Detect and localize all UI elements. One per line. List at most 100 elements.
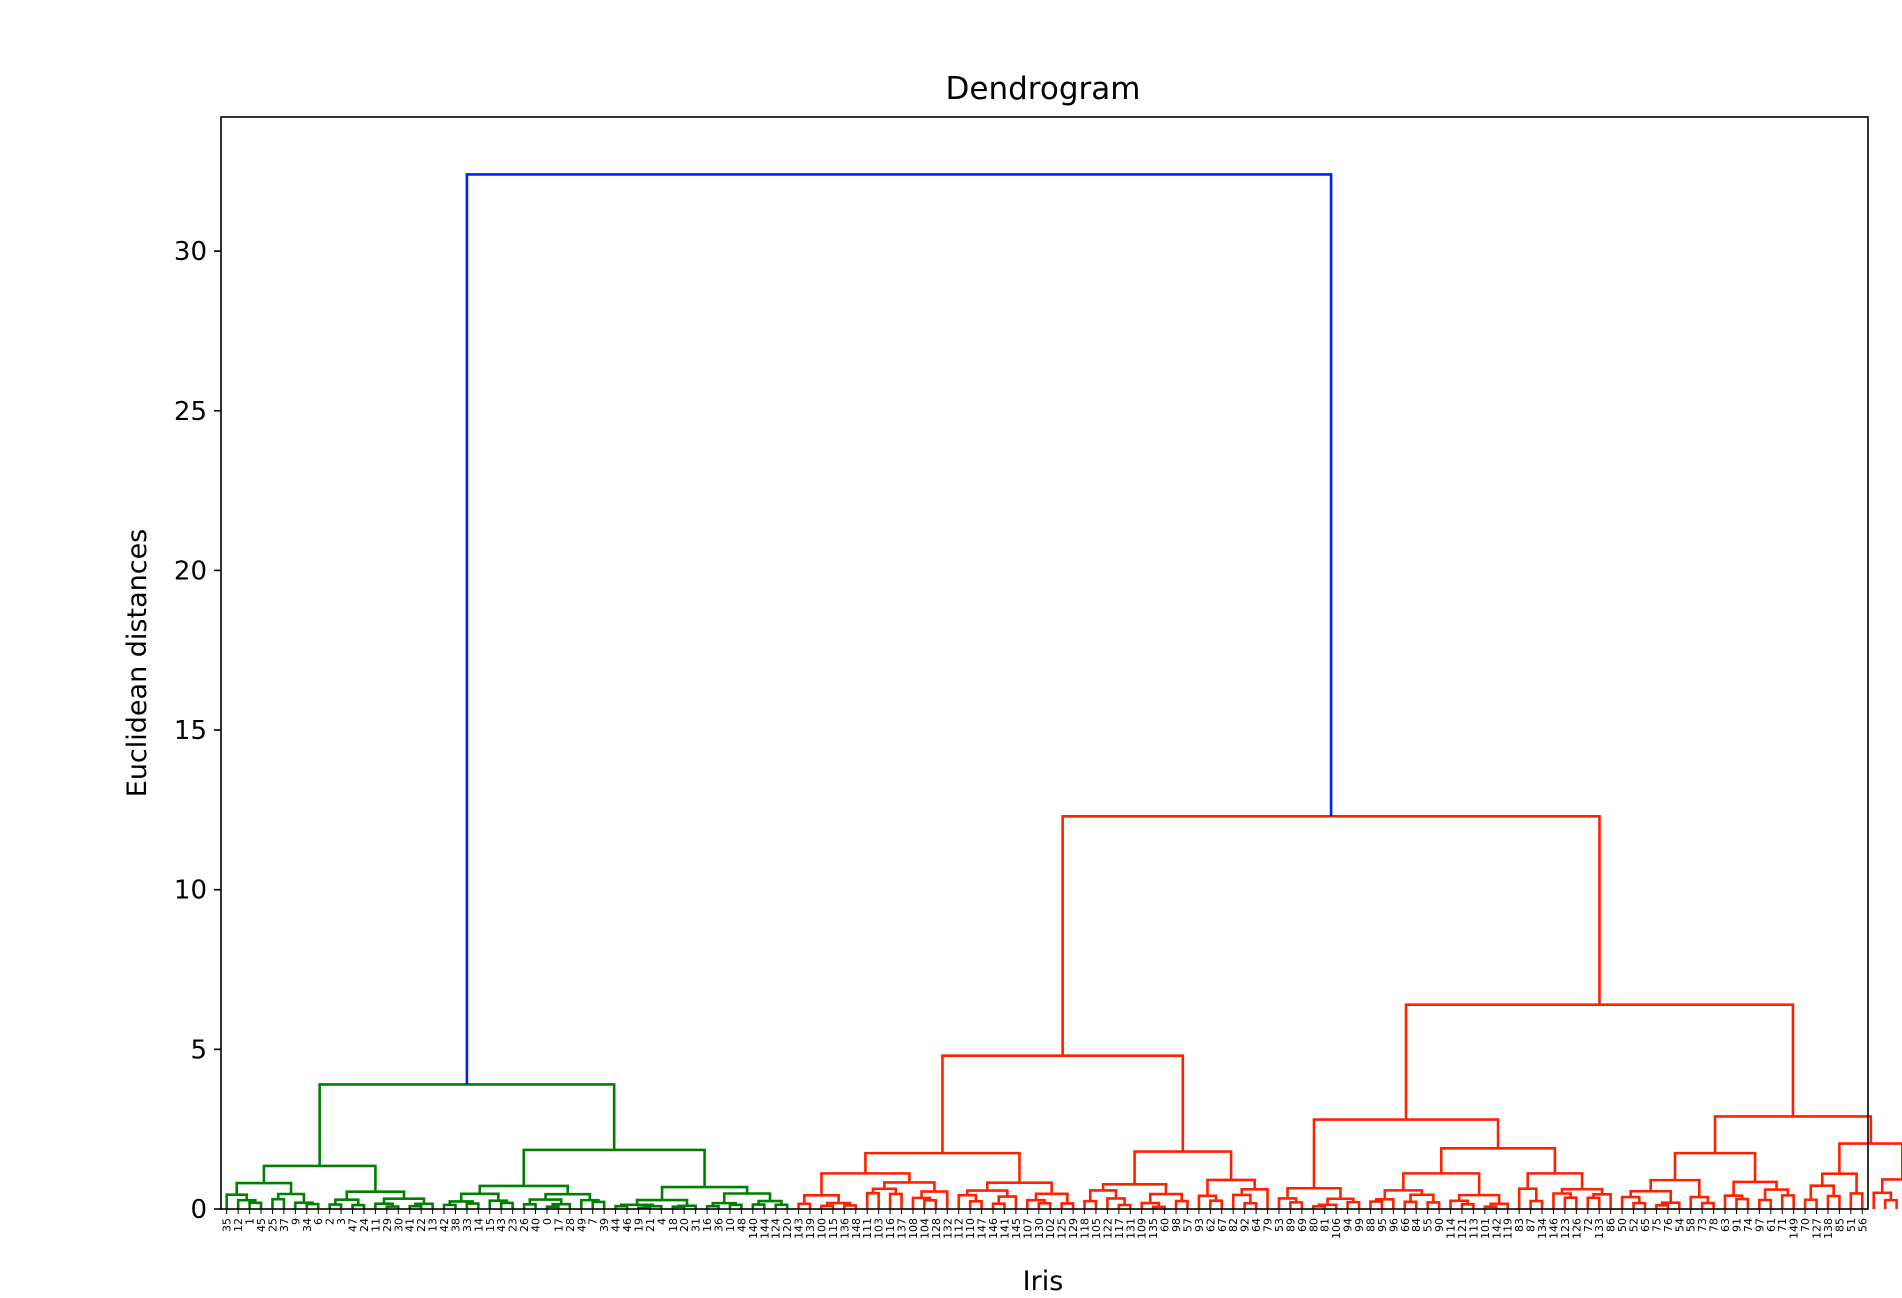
leaf-label: 73: [1696, 1218, 1709, 1232]
leaf-label: 148: [850, 1218, 863, 1239]
leaf-label: 100: [815, 1218, 828, 1239]
leaf-label: 14: [472, 1218, 485, 1232]
leaf-label: 56: [1856, 1218, 1869, 1232]
leaf-label: 81: [1319, 1218, 1332, 1232]
leaf-label: 60: [1159, 1218, 1172, 1232]
leaf-label: 71: [1776, 1218, 1789, 1232]
leaf-label: 112: [953, 1218, 966, 1239]
dendrogram-link: [883, 1181, 936, 1192]
dendrogram-link: [459, 1192, 500, 1202]
leaf-label: 46: [621, 1218, 634, 1232]
leaf-label: 52: [1628, 1218, 1641, 1232]
dendrogram-link: [1723, 1194, 1744, 1209]
leaf-label: 48: [735, 1218, 748, 1232]
dendrogram-link: [986, 1181, 1053, 1194]
leaf-label: 110: [964, 1218, 977, 1239]
leaf-label: 140: [747, 1218, 760, 1239]
dendrogram-link: [1346, 1200, 1361, 1209]
dendrogram-link: [544, 1192, 592, 1201]
leaf-label: 92: [1239, 1218, 1252, 1232]
dendrogram-link: [1780, 1194, 1795, 1209]
dendrogram-link: [1881, 1178, 1902, 1193]
dendrogram-link: [1243, 1201, 1258, 1209]
dendrogram-link: [1803, 1198, 1818, 1209]
leaf-label: 18: [667, 1218, 680, 1232]
leaf-label: 12: [232, 1218, 245, 1232]
leaf-label: 44: [610, 1218, 623, 1232]
leaf-label: 124: [770, 1218, 783, 1239]
dendrogram-link: [551, 1202, 572, 1209]
dendrogram-link: [1632, 1201, 1647, 1209]
dendrogram-link: [1660, 1201, 1681, 1209]
leaf-label: 6: [312, 1218, 325, 1225]
leaf-label: 136: [838, 1218, 851, 1239]
dendrogram-link: [1673, 1151, 1757, 1182]
leaf-label: 89: [1284, 1218, 1297, 1232]
dendrogram-link: [1312, 1118, 1500, 1189]
leaf-label: 104: [918, 1218, 931, 1239]
leaf-label: 85: [1833, 1218, 1846, 1232]
leaf-label: 132: [941, 1218, 954, 1239]
dendrogram-link: [1286, 1186, 1342, 1199]
leaf-label: 146: [1547, 1218, 1560, 1239]
dendrogram-link: [1037, 1202, 1052, 1209]
y-tick-label: 0: [190, 1195, 207, 1225]
leaf-label: 28: [564, 1218, 577, 1232]
leaf-label: 133: [1593, 1218, 1606, 1239]
leaf-label: 38: [449, 1218, 462, 1232]
leaf-label: 139: [804, 1218, 817, 1239]
leaf-label: 20: [678, 1218, 691, 1232]
dendrogram-link: [236, 1198, 257, 1209]
dendrogram-link: [1809, 1184, 1835, 1200]
dendrogram-link: [465, 1202, 480, 1209]
leaf-label: 64: [1250, 1218, 1263, 1232]
leaf-label: 65: [1639, 1218, 1652, 1232]
leaf-label: 128: [930, 1218, 943, 1239]
dendrogram-link: [1133, 1150, 1233, 1185]
leaf-label: 111: [861, 1218, 874, 1239]
leaf-label: 91: [1730, 1218, 1743, 1232]
leaf-label: 117: [1113, 1218, 1126, 1239]
leaf-label: 146: [987, 1218, 1000, 1239]
leaf-label: 98: [1170, 1218, 1183, 1232]
dendrogram-link: [864, 1151, 1021, 1183]
dendrogram-link: [865, 1191, 880, 1209]
leaf-label: 15: [484, 1218, 497, 1232]
leaf-label: 50: [1616, 1218, 1629, 1232]
dendrogram-link: [465, 173, 1333, 1085]
leaf-label: 76: [1662, 1218, 1675, 1232]
chart-title: Dendrogram: [946, 71, 1141, 107]
dendrogram-link: [757, 1199, 783, 1205]
leaf-label: 49: [575, 1218, 588, 1232]
leaf-label: 29: [381, 1218, 394, 1232]
leaf-label: 115: [827, 1218, 840, 1239]
leaf-label: 96: [1387, 1218, 1400, 1232]
leaf-label: 135: [1147, 1218, 1160, 1239]
y-tick-label: 10: [174, 876, 207, 906]
leaf-label: 129: [1067, 1218, 1080, 1239]
dendrogram-link: [499, 1201, 514, 1209]
y-axis-ticks: 0 5 10 15 20 25 30: [174, 237, 221, 1225]
dendrogram-link: [442, 1203, 457, 1209]
dendrogram-link: [351, 1203, 366, 1209]
leaf-label: 116: [884, 1218, 897, 1239]
dendrogram-link: [1404, 1003, 1795, 1120]
leaf-label: 127: [1811, 1218, 1824, 1239]
dendrogram-link: [1526, 1172, 1584, 1190]
leaf-label: 80: [1307, 1218, 1320, 1232]
dendrogram-link: [1592, 1192, 1612, 1209]
dendrogram-link: [1061, 814, 1601, 1056]
dendrogram-link: [1735, 1197, 1750, 1209]
dendrogram-link: [1563, 1196, 1578, 1209]
dendrogram-link: [1209, 1199, 1224, 1209]
x-axis-label: Iris: [1023, 1266, 1064, 1297]
leaf-label: 90: [1433, 1218, 1446, 1232]
dendrogram-link: [1403, 1200, 1418, 1209]
leaf-label: 113: [1467, 1218, 1480, 1239]
dendrogram-link: [235, 1181, 293, 1195]
leaf-label: 41: [404, 1218, 417, 1232]
leaf-label: 45: [255, 1218, 268, 1232]
leaf-label: 63: [1719, 1218, 1732, 1232]
leaf-label: 87: [1525, 1218, 1538, 1232]
dendrogram-link: [751, 1203, 766, 1209]
